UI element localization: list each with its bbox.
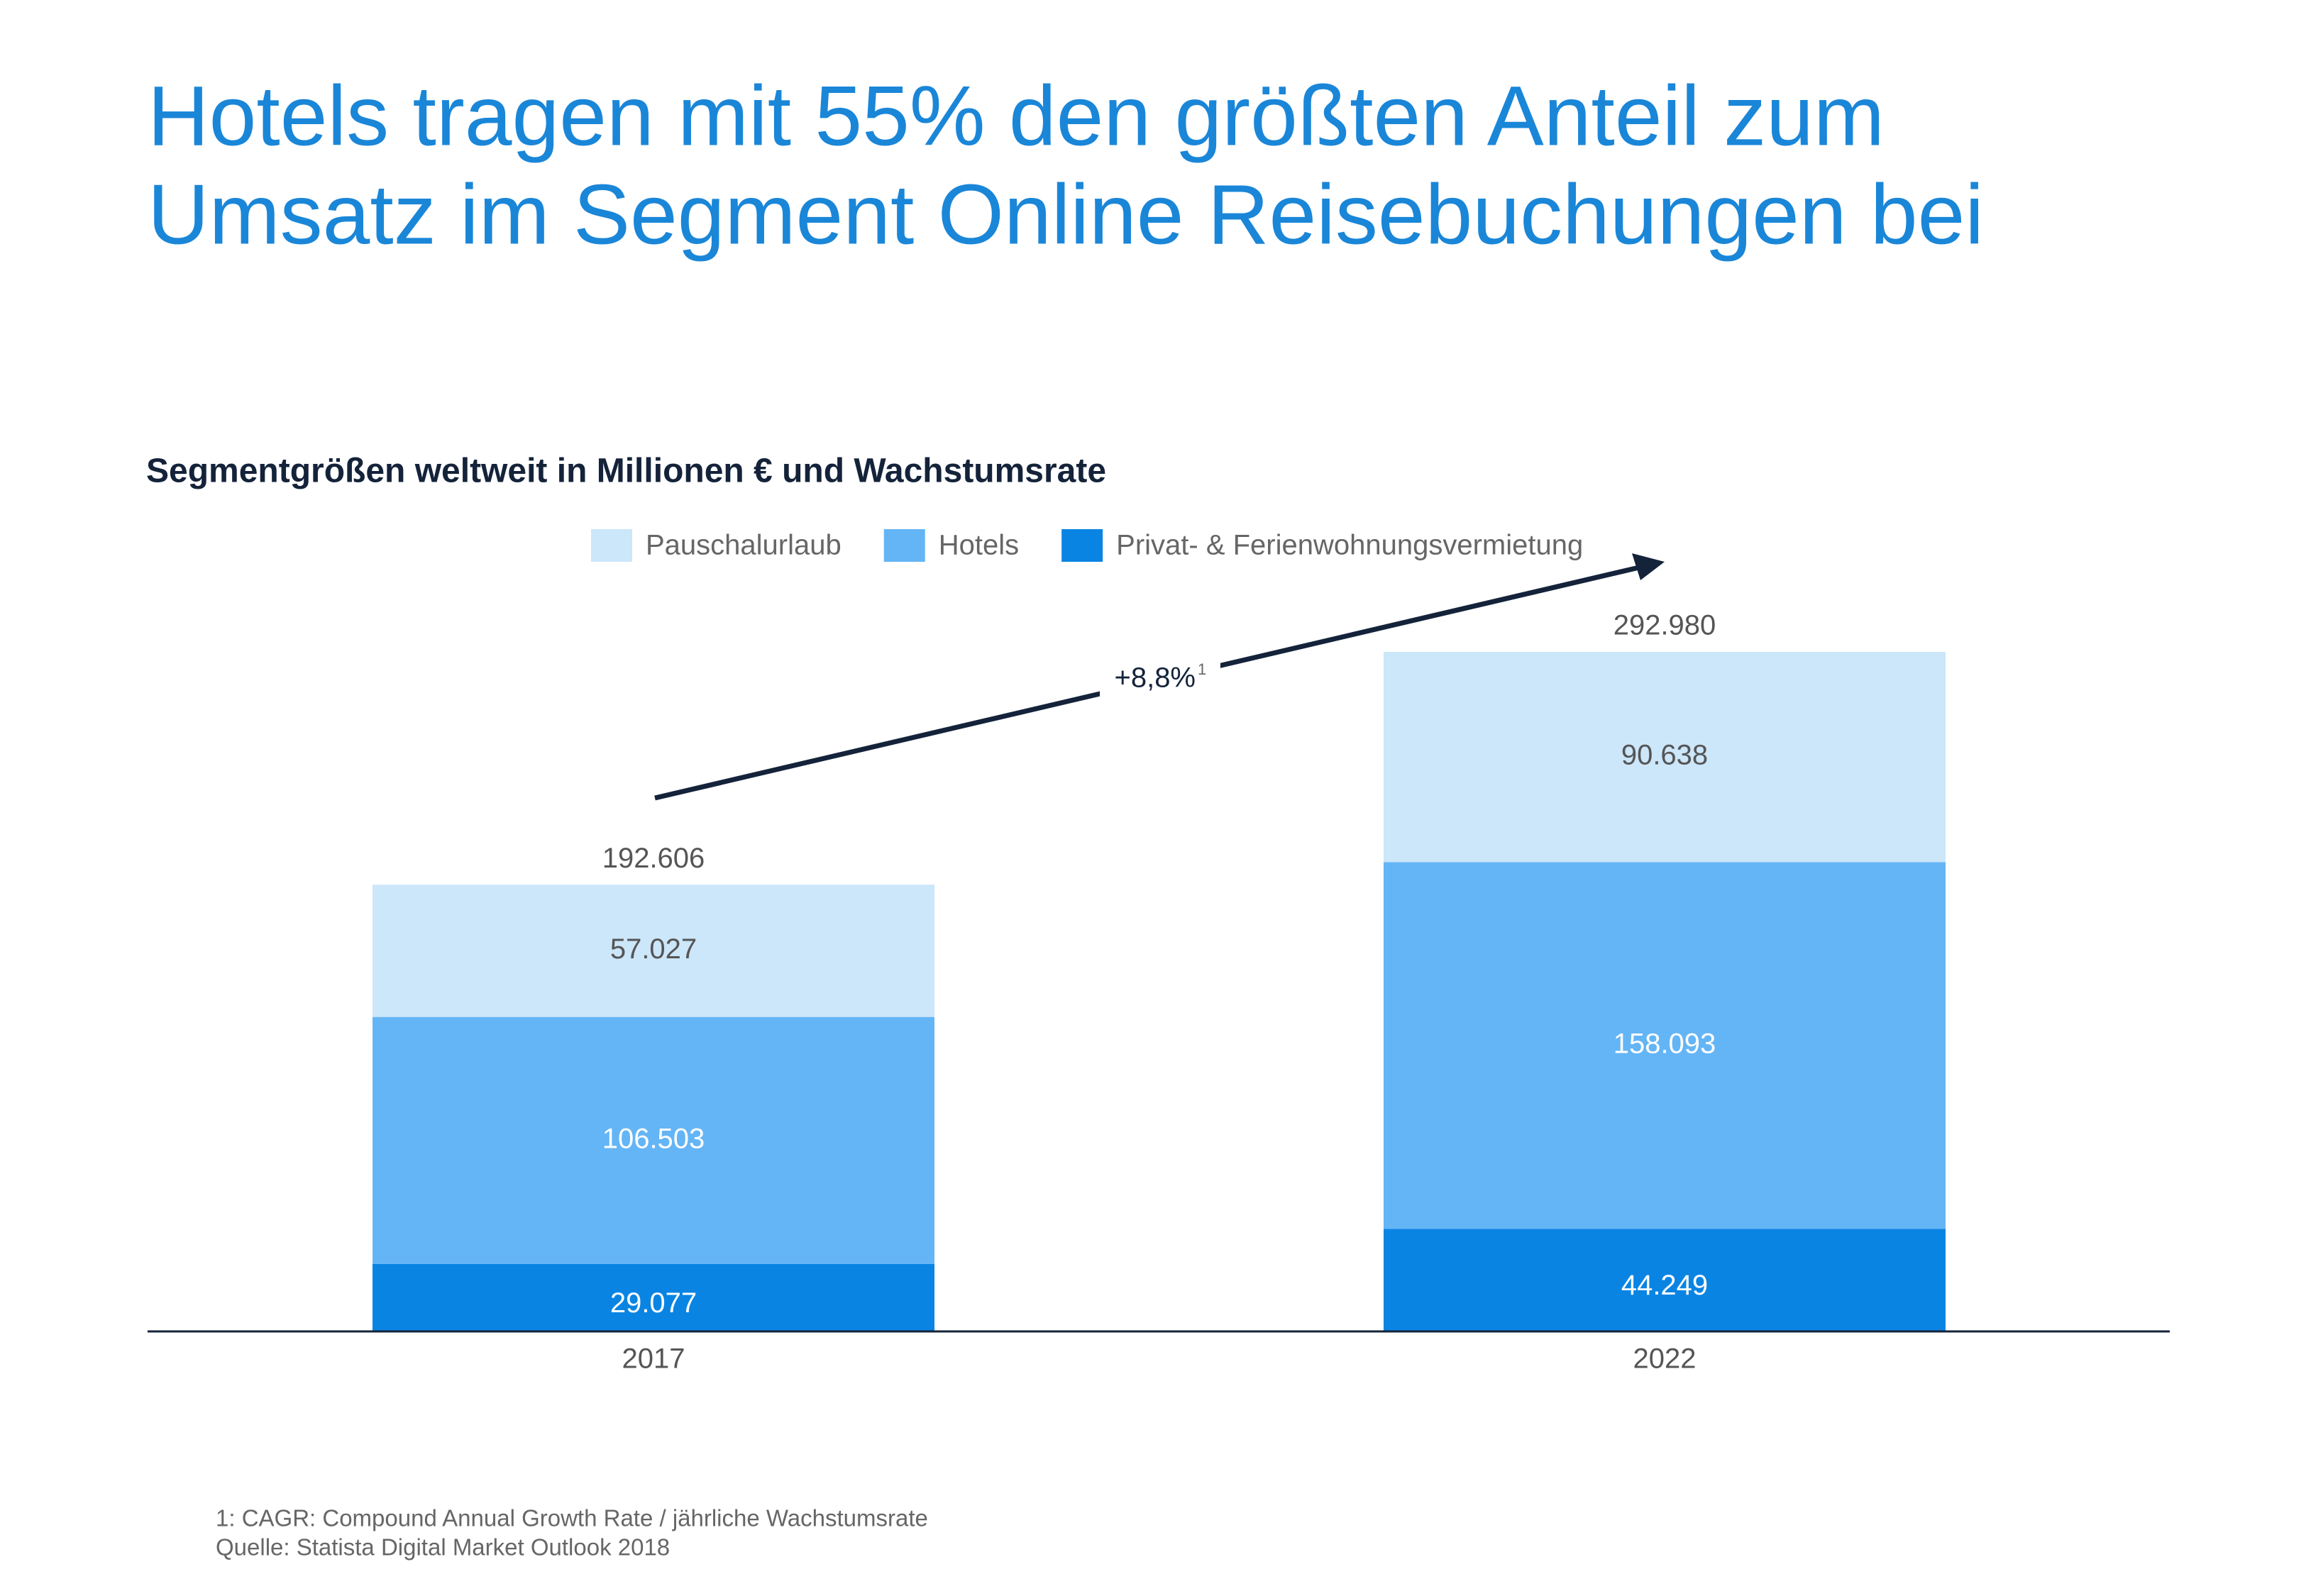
total-label: 292.980 bbox=[1613, 610, 1716, 641]
value-label: 57.027 bbox=[610, 933, 697, 965]
annotation-footnote-mark: 1 bbox=[1198, 660, 1206, 678]
legend-swatch bbox=[591, 529, 632, 562]
value-label: 29.077 bbox=[610, 1287, 697, 1319]
bar-segment bbox=[373, 1016, 934, 1264]
legend-label: Hotels bbox=[939, 530, 1019, 561]
bar-segment bbox=[373, 1263, 934, 1331]
x-tick-label: 2017 bbox=[622, 1343, 685, 1375]
value-label: 106.503 bbox=[602, 1123, 705, 1154]
value-label: 44.249 bbox=[1621, 1270, 1708, 1301]
annotation-background bbox=[1100, 656, 1220, 703]
bar-segment bbox=[1384, 862, 1946, 1229]
legend-swatch bbox=[1061, 529, 1103, 562]
legend-label: Pauschalurlaub bbox=[646, 530, 842, 561]
total-label: 192.606 bbox=[602, 843, 705, 874]
value-label: 90.638 bbox=[1621, 740, 1708, 771]
chart-title: Hotels tragen mit 55% den größten Anteil… bbox=[148, 69, 1885, 164]
chart-title: Umsatz im Segment Online Reisebuchungen … bbox=[148, 167, 1984, 262]
legend-swatch bbox=[883, 529, 925, 562]
x-tick-label: 2022 bbox=[1633, 1343, 1697, 1375]
legend-label: Privat- & Ferienwohnungsvermietung bbox=[1116, 530, 1583, 561]
annotation: +8,8% bbox=[1114, 663, 1196, 694]
bar-segment bbox=[373, 885, 934, 1017]
value-label: 158.093 bbox=[1613, 1028, 1716, 1059]
footnote: Quelle: Statista Digital Market Outlook … bbox=[216, 1534, 670, 1561]
footnote: 1: CAGR: Compound Annual Growth Rate / j… bbox=[216, 1505, 928, 1531]
bar-segment bbox=[1384, 652, 1946, 863]
bar-segment bbox=[1384, 1229, 1946, 1331]
chart-subtitle: Segmentgrößen weltweit in Millionen € un… bbox=[146, 453, 1106, 490]
arrow-head bbox=[1632, 553, 1665, 580]
